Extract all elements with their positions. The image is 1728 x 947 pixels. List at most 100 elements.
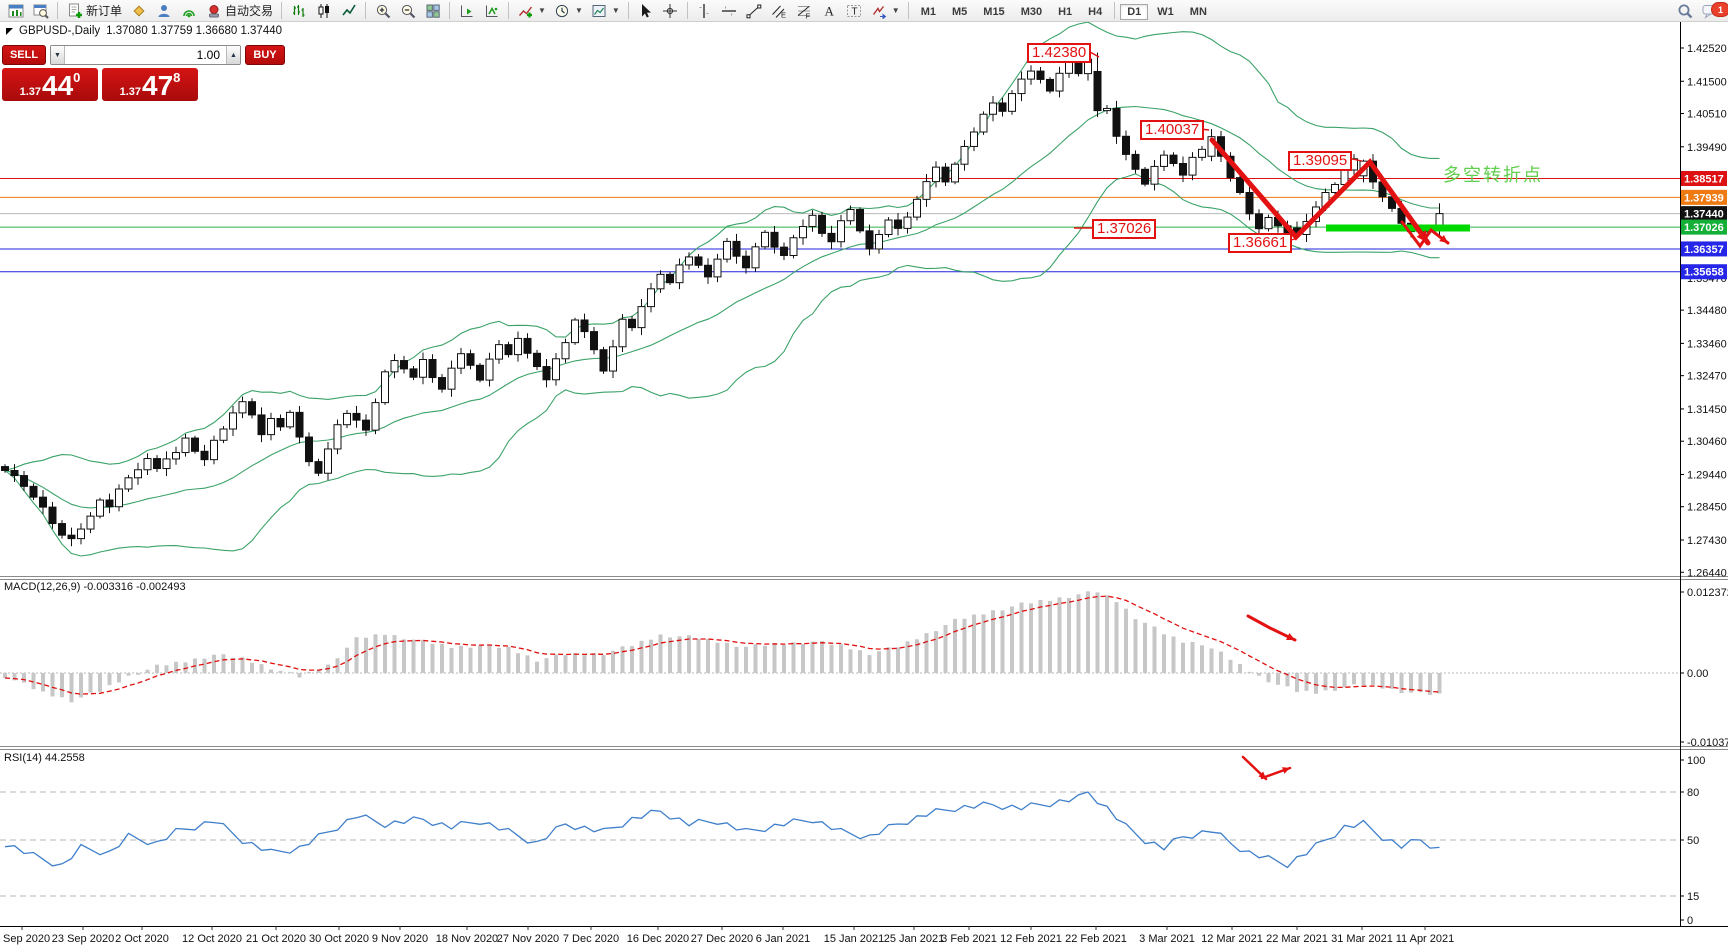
volume-input[interactable] [65,46,226,64]
buy-button[interactable]: BUY [245,45,285,65]
indicators-button[interactable]: ▼ [513,1,550,21]
price-annotation-box[interactable]: 1.36661 [1228,233,1293,253]
horizontal-line-tool-icon[interactable] [717,2,742,19]
price-tick-label: 1.34480 [1687,305,1727,317]
profiles-icon[interactable] [28,2,53,19]
macd-axis-label: 0.00 [1687,668,1708,680]
arrows-tool-button[interactable]: ▼ [867,1,904,21]
svg-text:T: T [852,6,858,17]
svg-text:F: F [806,11,811,19]
macd-signal-line [4,595,1440,695]
price-badge [1681,264,1727,280]
notification-badge: 1 [1711,2,1728,17]
timeframe-m15-button[interactable]: M15 [983,5,1005,18]
templates-button[interactable]: ▼ [587,1,624,21]
new-chart-icon[interactable] [3,2,28,19]
volume-stepper: ▼ ▲ [50,45,241,65]
timeframe-w1-button[interactable]: W1 [1157,5,1174,18]
price-tick-label: 1.28450 [1687,502,1727,514]
timeframe-m1-button[interactable]: M1 [920,5,936,18]
crosshair-tool-icon[interactable] [658,2,683,19]
template-icon [591,2,608,19]
date-tick-label: 22 Mar 2021 [1266,933,1328,945]
price-annotation-box[interactable]: 1.39095 [1288,151,1353,171]
toolbar-separator [449,2,451,19]
channel-tool-icon[interactable]: E [767,2,792,19]
rsi-axis-label: 50 [1687,835,1699,847]
timeframe-d1-button[interactable]: D1 [1120,3,1149,20]
periods-button[interactable]: ▼ [550,1,587,21]
text-tool-icon[interactable]: A [817,2,842,19]
zoom-out-icon[interactable] [395,2,420,19]
signals-icon[interactable] [176,2,201,19]
chevron-down-icon: ▼ [538,6,546,15]
candle-chart-mode-icon[interactable] [311,2,336,19]
date-tick-label: 11 Apr 2021 [1396,933,1455,945]
toolbar-right: 1 [1672,2,1728,19]
history-center-icon[interactable] [126,2,151,19]
turning-point-text-annotation[interactable]: 多空转折点 [1443,165,1543,185]
zoom-in-icon[interactable] [370,2,395,19]
timeframe-m30-button[interactable]: M30 [1020,5,1043,18]
price-badge [1681,189,1727,205]
ohlc-values: 1.37080 1.37759 1.36680 1.37440 [106,25,283,37]
price-badge [1681,171,1727,187]
date-tick-label: 3 Feb 2021 [941,933,997,945]
tile-windows-icon[interactable] [420,2,445,19]
buy-price-tile[interactable]: 1.37 47 8 [102,68,198,101]
timeframe-m5-button[interactable]: M5 [952,5,968,18]
date-tick-label: 2 Oct 2020 [115,933,169,945]
line-chart-mode-icon[interactable] [336,2,361,19]
toolbar-separator [365,2,367,19]
date-tick-label: 21 Oct 2020 [246,933,306,945]
date-tick-label: 18 Nov 2020 [436,933,498,945]
volume-increase-button[interactable]: ▲ [226,46,240,64]
price-badge-label: 1.37440 [1684,209,1724,221]
timeframe-h1-button[interactable]: H1 [1058,5,1073,18]
auto-trading-button[interactable]: 自动交易 [201,1,277,21]
chevron-down-icon: ▼ [574,6,583,15]
price-tick-label: 1.40510 [1687,109,1727,121]
vertical-line-tool-icon[interactable] [692,2,717,19]
trend-arrows [1074,51,1450,781]
svg-text:A: A [825,3,835,18]
toolbar-separator [281,2,283,19]
chart-shift-icon[interactable] [454,2,479,19]
trendline-tool-icon[interactable] [742,2,767,19]
search-icon[interactable] [1672,2,1697,19]
macd-axis-label: 0.012372 [1687,587,1728,599]
price-tick-label: 1.32470 [1687,371,1727,383]
svg-text:E: E [781,10,786,19]
date-tick-label: 22 Feb 2021 [1065,933,1127,945]
price-badge-label: 1.36357 [1684,244,1724,256]
price-annotation-box[interactable]: 1.42380 [1027,43,1092,63]
chevron-down-icon: ▼ [891,6,900,15]
date-tick-label: 12 Feb 2021 [1000,933,1062,945]
volume-decrease-button[interactable]: ▼ [51,46,65,64]
price-badge-label: 1.38517 [1684,174,1724,186]
timeframe-h4-button[interactable]: H4 [1088,5,1103,18]
date-tick-label: 6 Jan 2021 [756,933,810,945]
auto-scroll-icon[interactable] [479,2,504,19]
date-tick-label: 30 Oct 2020 [309,933,369,945]
indicators-icon [517,2,534,19]
date-tick-label: 16 Dec 2020 [627,933,689,945]
date-tick-label: 7 Dec 2020 [563,933,619,945]
one-click-trading-panel: SELL ▼ ▲ BUY 1.37 44 0 1.37 47 8 [2,45,285,101]
timeframe-mn-button[interactable]: MN [1189,5,1207,18]
bollinger-bands [4,22,1440,557]
sell-price-tile[interactable]: 1.37 44 0 [2,68,98,101]
community-icon[interactable] [151,2,176,19]
new-order-button[interactable]: 新订单 [62,1,126,21]
price-tick-label: 1.29440 [1687,469,1727,481]
bar-chart-mode-icon[interactable] [286,2,311,19]
rsi-indicator-label: RSI(14) 44.2558 [4,752,85,764]
price-badge-label: 1.37939 [1684,192,1724,204]
sell-button[interactable]: SELL [2,45,46,65]
price-annotation-box[interactable]: 1.37026 [1092,219,1157,239]
text-label-tool-icon[interactable]: T [842,2,867,19]
price-annotation-box[interactable]: 1.40037 [1140,120,1205,140]
fibonacci-tool-icon[interactable]: F [792,2,817,19]
cursor-tool-icon[interactable] [633,2,658,19]
